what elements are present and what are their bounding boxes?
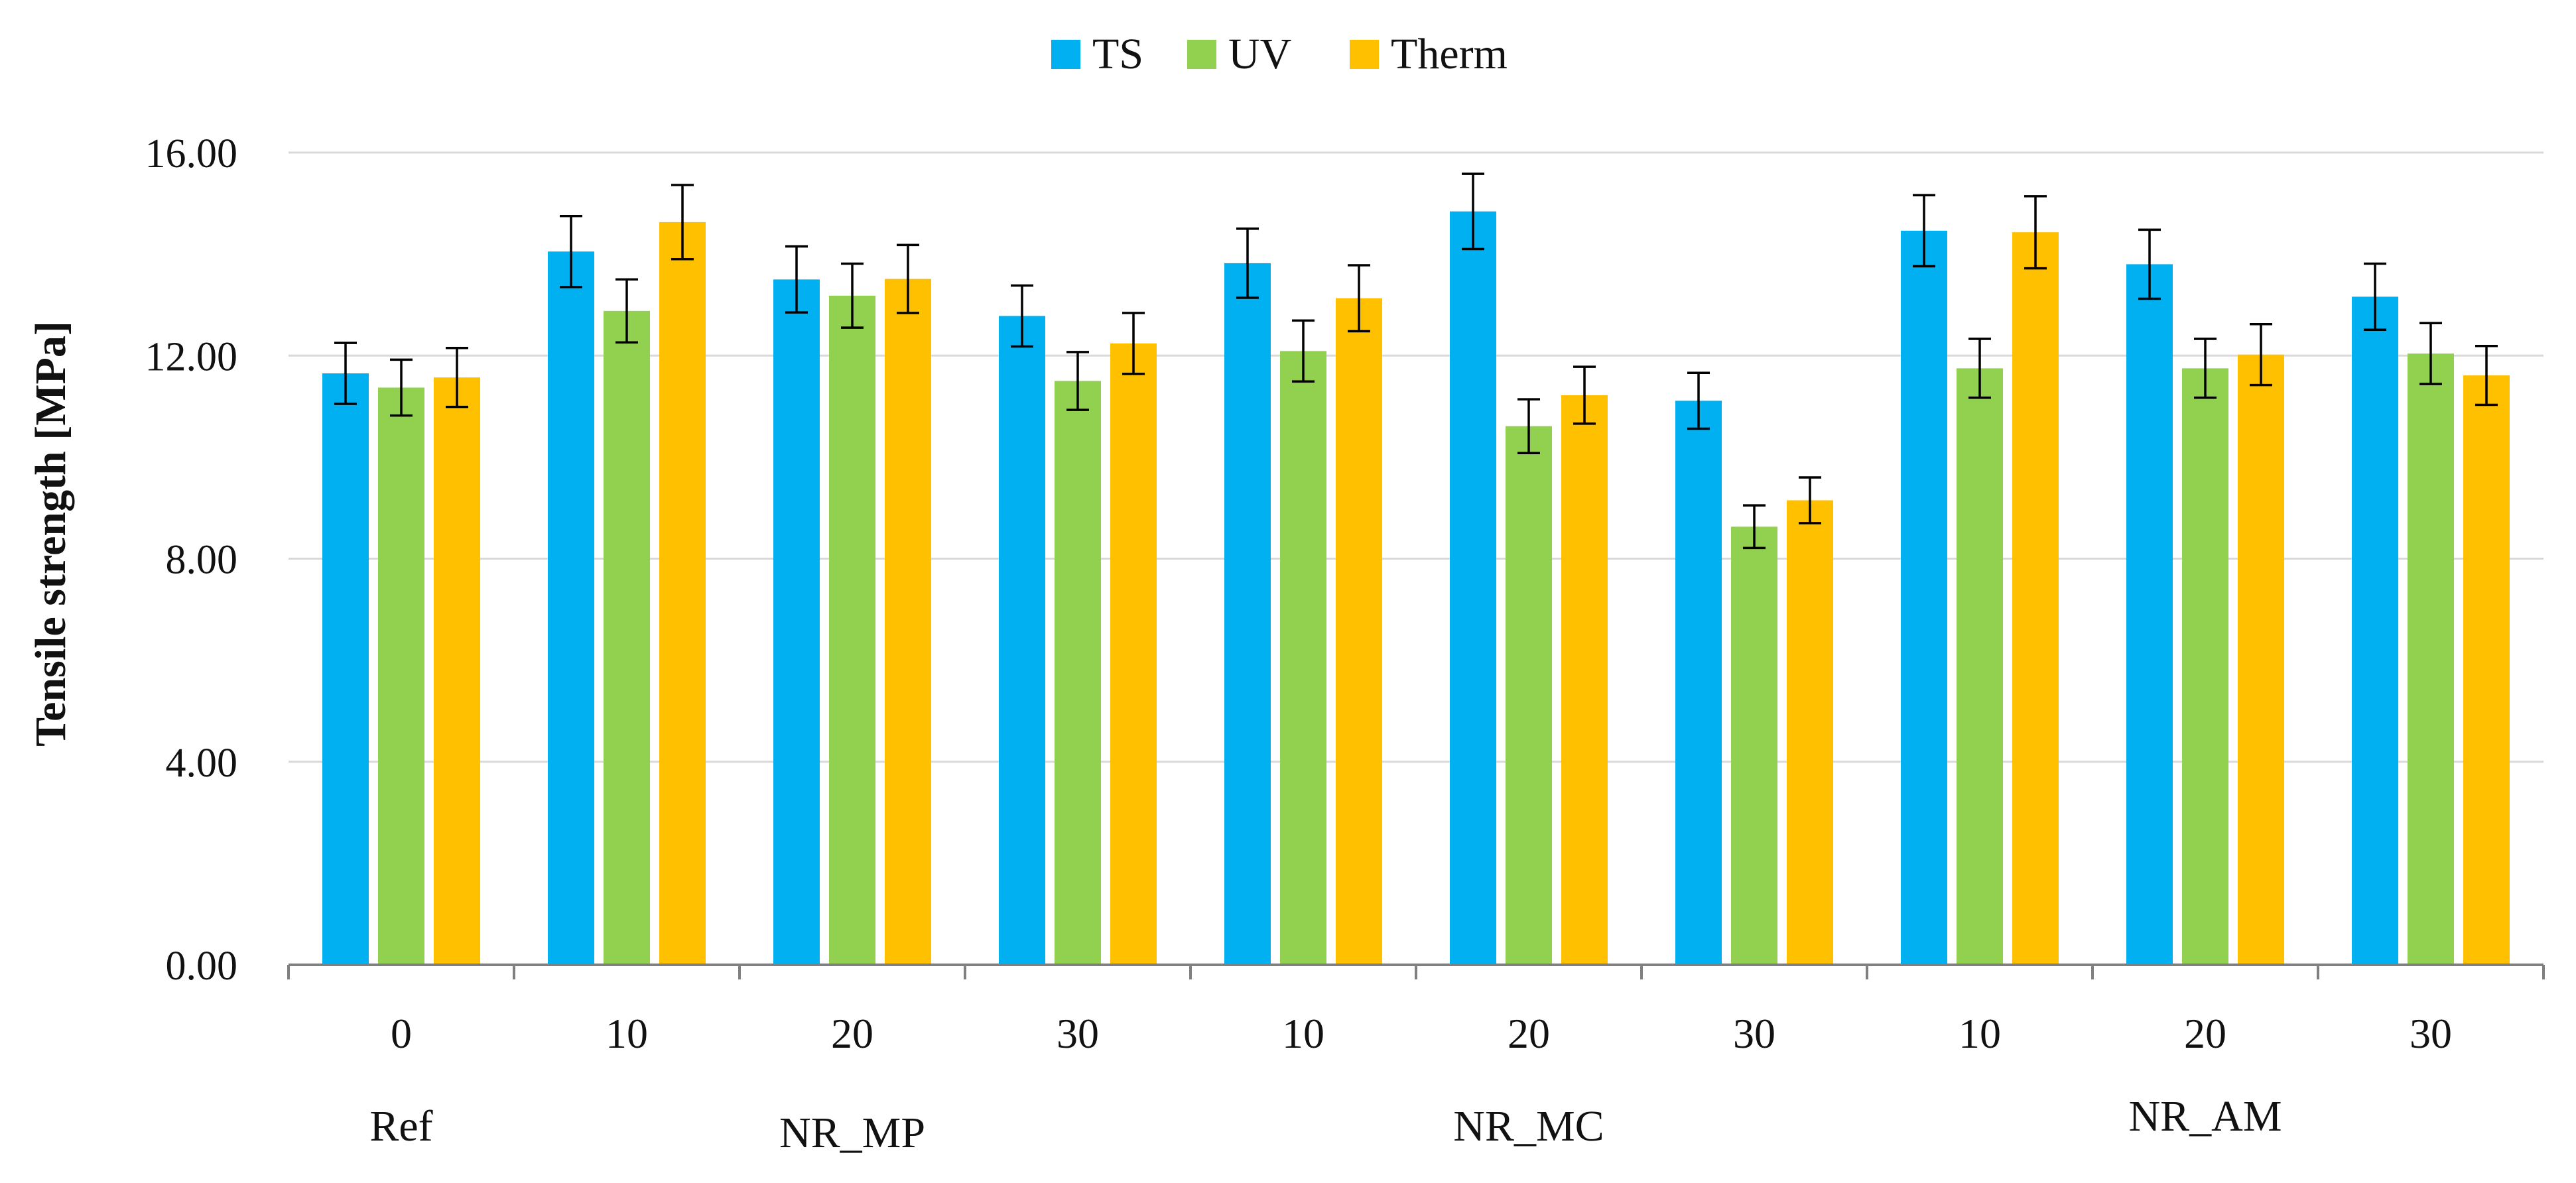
error-bar-therm — [1122, 312, 1145, 375]
bar-therm — [659, 221, 706, 965]
bar-ts — [1224, 263, 1271, 965]
legend-swatch-ts — [1051, 40, 1080, 69]
group-label: NR_AM — [2128, 1092, 2282, 1141]
error-bar-ts — [785, 245, 808, 314]
y-tick-label: 8.00 — [166, 538, 238, 583]
error-bar-therm — [1573, 365, 1596, 425]
error-bar-ts — [560, 214, 582, 288]
x-tick-label: 10 — [606, 1010, 648, 1057]
bar-ts — [2126, 264, 2173, 965]
bar-ts — [999, 316, 1045, 965]
group-label: NR_MC — [1453, 1102, 1604, 1151]
bars — [322, 211, 2510, 965]
y-tick-label: 0.00 — [166, 944, 238, 989]
x-tick-label: 20 — [1508, 1010, 1550, 1057]
error-bar-uv — [390, 358, 413, 417]
bar-therm — [434, 377, 480, 965]
error-bar-ts — [1462, 172, 1484, 251]
bar-uv — [1280, 351, 1326, 965]
error-bar-therm — [446, 347, 468, 408]
bar-ts — [1901, 230, 1947, 965]
error-bars — [334, 172, 2498, 550]
bar-uv — [1055, 381, 1101, 965]
error-bar-uv — [2194, 338, 2217, 399]
error-bar-ts — [1011, 284, 1033, 348]
legend-label: UV — [1228, 30, 1291, 78]
y-tick-label: 16.00 — [145, 131, 238, 176]
error-bar-therm — [671, 184, 694, 261]
bar-therm — [2463, 375, 2510, 965]
y-tick-label: 4.00 — [166, 741, 238, 786]
legend: TS UV Therm — [1051, 30, 1508, 78]
error-bar-uv — [1292, 319, 1315, 383]
error-bar-uv — [1968, 338, 1991, 399]
bar-uv — [2408, 353, 2454, 965]
bar-ts — [2352, 296, 2398, 965]
bar-ts — [1450, 211, 1496, 965]
x-tick-label: 30 — [2410, 1010, 2452, 1057]
error-bar-uv — [615, 278, 638, 344]
group-label: NR_MP — [779, 1109, 925, 1157]
legend-label: TS — [1092, 30, 1143, 78]
error-bar-therm — [1799, 476, 1821, 525]
error-bar-ts — [1913, 194, 1935, 268]
y-tick-label: 12.00 — [145, 334, 238, 379]
bar-uv — [829, 295, 875, 965]
x-tick-label: 10 — [1959, 1010, 2001, 1057]
bar-uv — [1506, 426, 1552, 965]
bar-therm — [1787, 500, 1833, 965]
error-bar-ts — [2138, 228, 2161, 300]
error-bar-ts — [334, 342, 357, 405]
legend-label: Therm — [1391, 30, 1508, 78]
y-tick-labels: 0.00 4.00 8.00 12.00 16.00 — [145, 131, 238, 989]
bar-ts — [1675, 401, 1722, 965]
error-bar-ts — [1687, 371, 1710, 430]
x-tick-label: 30 — [1733, 1010, 1775, 1057]
bar-uv — [604, 310, 650, 965]
error-bar-uv — [2419, 322, 2442, 385]
bar-uv — [1957, 368, 2003, 965]
bar-therm — [1110, 343, 1157, 965]
bar-uv — [1731, 527, 1777, 965]
bar-ts — [773, 279, 820, 965]
group-labels: Ref NR_MP NR_MC NR_AM — [369, 1092, 2282, 1157]
x-tick-labels: 0 10 20 30 10 20 30 10 20 30 — [391, 1010, 2452, 1057]
error-bar-therm — [2250, 323, 2272, 387]
error-bar-ts — [1236, 227, 1259, 299]
x-tick-label: 0 — [391, 1010, 412, 1057]
x-tick-label: 30 — [1057, 1010, 1099, 1057]
x-tick-label: 20 — [2184, 1010, 2226, 1057]
error-bar-therm — [897, 243, 919, 314]
error-bar-therm — [2024, 195, 2047, 270]
y-axis-label: Tensile strength [MPa] — [27, 321, 75, 747]
x-tick-label: 20 — [831, 1010, 873, 1057]
x-axis — [287, 964, 2545, 979]
group-label: Ref — [369, 1102, 432, 1151]
bar-therm — [2012, 232, 2059, 965]
bar-therm — [1561, 395, 1608, 965]
error-bar-uv — [1743, 504, 1766, 550]
error-bar-uv — [1517, 398, 1540, 454]
error-bar-therm — [2475, 344, 2498, 406]
legend-swatch-uv — [1187, 40, 1216, 69]
error-bar-ts — [2364, 262, 2386, 331]
bar-ts — [548, 251, 594, 965]
error-bar-therm — [1348, 264, 1370, 333]
x-tick-label: 10 — [1282, 1010, 1324, 1057]
legend-swatch-therm — [1350, 40, 1379, 69]
error-bar-uv — [1066, 351, 1089, 411]
bar-uv — [2182, 368, 2228, 965]
bar-therm — [1336, 298, 1382, 965]
bar-therm — [885, 279, 931, 965]
bar-uv — [378, 387, 424, 965]
bar-therm — [2238, 354, 2284, 965]
bar-ts — [322, 373, 369, 965]
error-bar-uv — [841, 262, 864, 329]
